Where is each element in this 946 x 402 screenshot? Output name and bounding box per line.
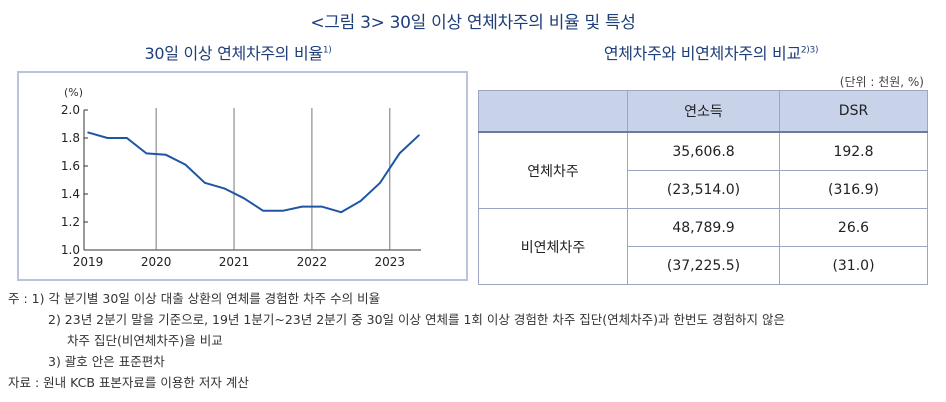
left-subtitle: 30일 이상 연체차주의 비율1) [0,40,476,64]
table-header-row: 연소득 DSR [478,90,928,133]
table-cell: (23,514.0) [627,170,780,209]
y-unit-label: (%) [64,86,83,99]
chart-frame: (%) 2.0 1.8 1.6 1.4 1.2 1.0 2019 2020 2021 2022 202… [17,71,468,281]
table-row: 비연체차주 48,789.9 26.6 [478,208,928,285]
table-header-dsr: DSR [779,90,928,133]
footnotes: 주 : 1) 각 분기별 30일 이상 대출 상환의 연체를 경험한 차주 수의… [8,288,785,393]
y-tick-label: 1.8 [61,131,80,145]
data-point [398,152,401,155]
x-tick-label: 2023 [375,255,406,269]
y-tick-label: 2.0 [61,103,80,117]
table-row: (23,514.0) (316.9) [479,170,928,209]
table-header-corner [478,90,628,133]
data-point [126,137,128,139]
table-cell: (31.0) [779,246,928,285]
note-3: 3) 괄호 안은 표준편차 [48,354,165,369]
table-cell: 26.6 [779,208,928,247]
data-point [223,187,226,190]
table-row: 연체차주 35,606.8 192.8 [478,131,928,209]
x-tick-label: 2020 [141,255,172,269]
data-point [242,197,245,199]
table-cell: (316.9) [779,170,928,209]
y-tick-label: 1.2 [61,215,80,229]
row-label-non-delinquent: 비연체차주 [478,208,628,285]
data-point [359,200,362,202]
x-tick-label: 2019 [73,255,104,269]
y-tick-label: 1.4 [61,187,80,201]
data-point [145,152,148,155]
right-subtitle: 연체차주와 비연체차주의 비교2)3) [476,40,946,64]
row-label-delinquent: 연체차주 [478,131,628,209]
x-tick-label: 2022 [297,255,328,269]
table-row: (37,225.5) (31.0) [479,246,928,285]
table-cell: 35,606.8 [627,131,780,171]
x-tick-label: 2021 [219,255,250,269]
data-point [106,137,109,139]
left-subtitle-footnote: 1) [322,45,332,56]
data-point [184,163,187,166]
right-subtitle-text: 연체차주와 비연체차주의 비교 [603,44,801,63]
y-tick-label: 1.0 [61,243,80,257]
data-point [204,182,206,184]
figure-title: <그림 3> 30일 이상 연체차주의 비율 및 특성 [310,13,636,33]
data-point [87,131,89,134]
data-point [165,154,167,156]
data-point [262,210,265,212]
source-note: 자료 : 원내 KCB 표본자료를 이용한 저자 계산 [8,375,249,390]
right-subtitle-footnote: 2)3) [800,45,819,56]
table-cell: 48,789.9 [627,208,780,247]
data-point [320,205,323,208]
table-cell: (37,225.5) [627,246,780,285]
table-cell: 192.8 [779,131,928,171]
data-point [301,205,303,208]
data-point [379,182,381,184]
data-point [418,134,420,136]
y-tick-label: 1.6 [61,159,80,173]
left-subtitle-text: 30일 이상 연체차주의 비율 [144,44,324,63]
data-point [340,211,342,213]
data-point [281,210,284,212]
table-header-income: 연소득 [627,90,780,133]
unit-note: (단위 : 천원, %) [839,75,924,89]
series-line [87,131,420,214]
comparison-table: 연소득 DSR 연체차주 35,606.8 192.8 (23,514.0) (… [478,90,928,285]
note-2: 2) 23년 2분기 말을 기준으로, 19년 1분기~23년 2분기 중 30… [48,312,785,327]
note-1: 주 : 1) 각 분기별 30일 이상 대출 상환의 연체를 경험한 차주 수의… [8,291,381,306]
note-2-cont: 차주 집단(비연체차주)을 비교 [67,333,223,348]
